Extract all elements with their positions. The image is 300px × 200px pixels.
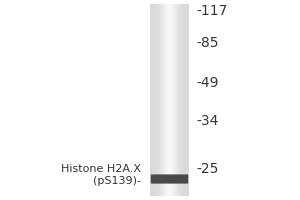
FancyBboxPatch shape <box>151 174 188 184</box>
Text: -49: -49 <box>196 76 219 90</box>
Text: -34: -34 <box>196 114 219 128</box>
Text: -85: -85 <box>196 36 219 50</box>
Text: -25: -25 <box>196 162 219 176</box>
Text: (pS139)-: (pS139)- <box>93 176 141 186</box>
Text: Histone H2A.X: Histone H2A.X <box>61 164 141 174</box>
Text: -117: -117 <box>196 4 228 18</box>
